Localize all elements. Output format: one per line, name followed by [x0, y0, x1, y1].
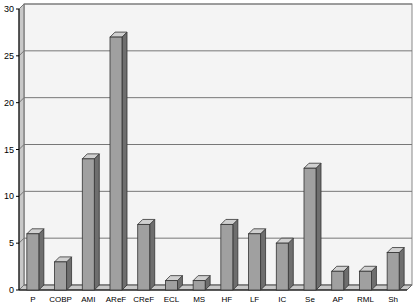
tick-label: 5	[9, 238, 14, 248]
bar-top	[359, 266, 376, 271]
category-label: RML	[357, 295, 374, 304]
tick-label: 25	[4, 51, 14, 61]
bar-side	[150, 219, 155, 290]
bars	[27, 32, 404, 290]
bar-top	[332, 266, 349, 271]
bar	[82, 159, 94, 290]
bar-top	[276, 238, 293, 243]
bar	[387, 253, 399, 290]
bar-top	[249, 229, 266, 234]
chart: 0 5 10 15 20 25 30 P COBP AMI AReF CReF ECL MS HF LF IC S…	[0, 0, 419, 304]
grid-line	[24, 4, 412, 5]
category-label: HF	[222, 295, 233, 304]
category-label: AReF	[106, 295, 127, 304]
tick-label: 20	[4, 98, 14, 108]
category-label: IC	[278, 295, 286, 304]
category-label: P	[30, 295, 35, 304]
bar-top	[304, 163, 321, 168]
bar-top	[27, 229, 44, 234]
bar-side	[67, 257, 72, 290]
grid-line-side	[19, 4, 24, 9]
grid-line	[24, 50, 412, 51]
bar	[165, 281, 177, 290]
category-label: Sh	[388, 295, 398, 304]
tick-label: 10	[4, 191, 14, 201]
bar-side	[288, 238, 293, 290]
category-label: AP	[332, 295, 343, 304]
bar	[55, 262, 67, 290]
tick-label: 15	[4, 145, 14, 155]
category-label: AMI	[81, 295, 95, 304]
bar-top	[193, 276, 210, 281]
category-label: Se	[305, 295, 315, 304]
grid-line-side	[19, 98, 24, 103]
bar	[304, 168, 316, 290]
bar	[110, 37, 122, 290]
grid-line-side	[19, 51, 24, 56]
bar	[27, 234, 39, 290]
bar	[193, 281, 205, 290]
bar-top	[82, 154, 99, 159]
bar-side	[316, 163, 321, 290]
tick-label: 0	[9, 285, 14, 295]
grid-line	[24, 97, 412, 98]
bar-top	[138, 219, 155, 224]
bar-side	[399, 248, 404, 290]
bar	[138, 224, 150, 290]
side-wall	[19, 4, 24, 290]
x-axis	[19, 290, 407, 291]
bar-side	[39, 229, 44, 290]
grid-line	[24, 144, 412, 145]
category-label: CReF	[133, 295, 154, 304]
grid-line-side	[19, 238, 24, 243]
bar-top	[110, 32, 127, 37]
bar-top	[221, 219, 238, 224]
bar	[359, 271, 371, 290]
bar-side	[122, 32, 127, 290]
category-label: MS	[193, 295, 205, 304]
bar	[249, 234, 261, 290]
bar	[276, 243, 288, 290]
bar-top	[165, 276, 182, 281]
category-label: ECL	[164, 295, 180, 304]
tick-label: 30	[4, 4, 14, 14]
grid-line-side	[19, 145, 24, 150]
bar	[221, 224, 233, 290]
bar	[332, 271, 344, 290]
bar-side	[94, 154, 99, 290]
bar-top	[387, 248, 404, 253]
bar-side	[233, 219, 238, 290]
grid-line-side	[19, 285, 24, 290]
bar-side	[261, 229, 266, 290]
grid-line-side	[19, 191, 24, 196]
y-axis	[19, 9, 20, 290]
category-label: LF	[250, 295, 259, 304]
category-label: COBP	[49, 295, 72, 304]
bar-top	[55, 257, 72, 262]
floor	[19, 285, 412, 290]
